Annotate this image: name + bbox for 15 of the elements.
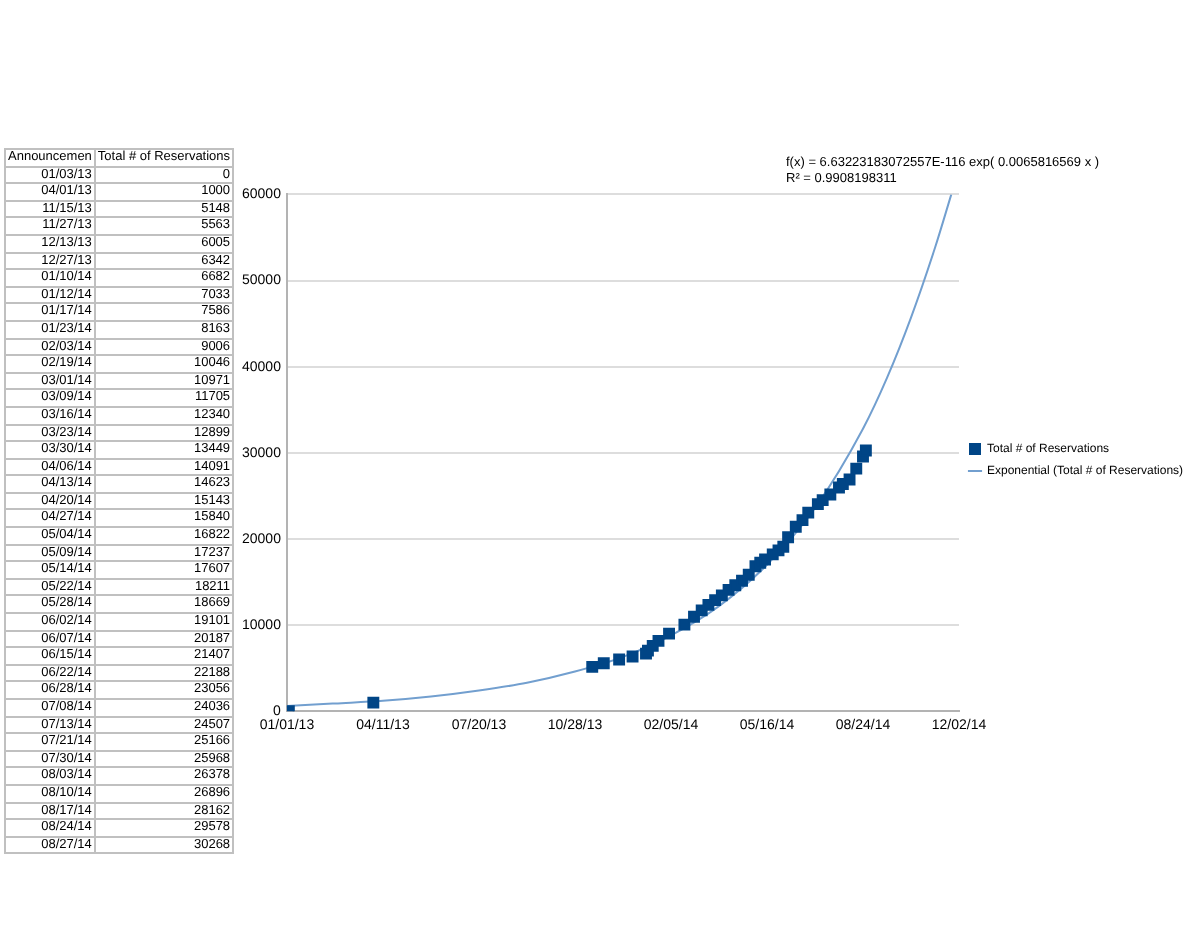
point	[802, 506, 815, 519]
point	[663, 627, 675, 640]
point	[597, 657, 610, 670]
point	[859, 444, 872, 457]
point	[626, 650, 639, 663]
point	[782, 531, 795, 544]
point	[824, 488, 837, 501]
point	[652, 634, 665, 647]
point	[678, 618, 691, 631]
point	[777, 540, 790, 553]
point	[586, 660, 599, 673]
point	[367, 696, 380, 709]
point	[850, 462, 863, 475]
point	[613, 653, 626, 666]
point	[742, 568, 755, 581]
